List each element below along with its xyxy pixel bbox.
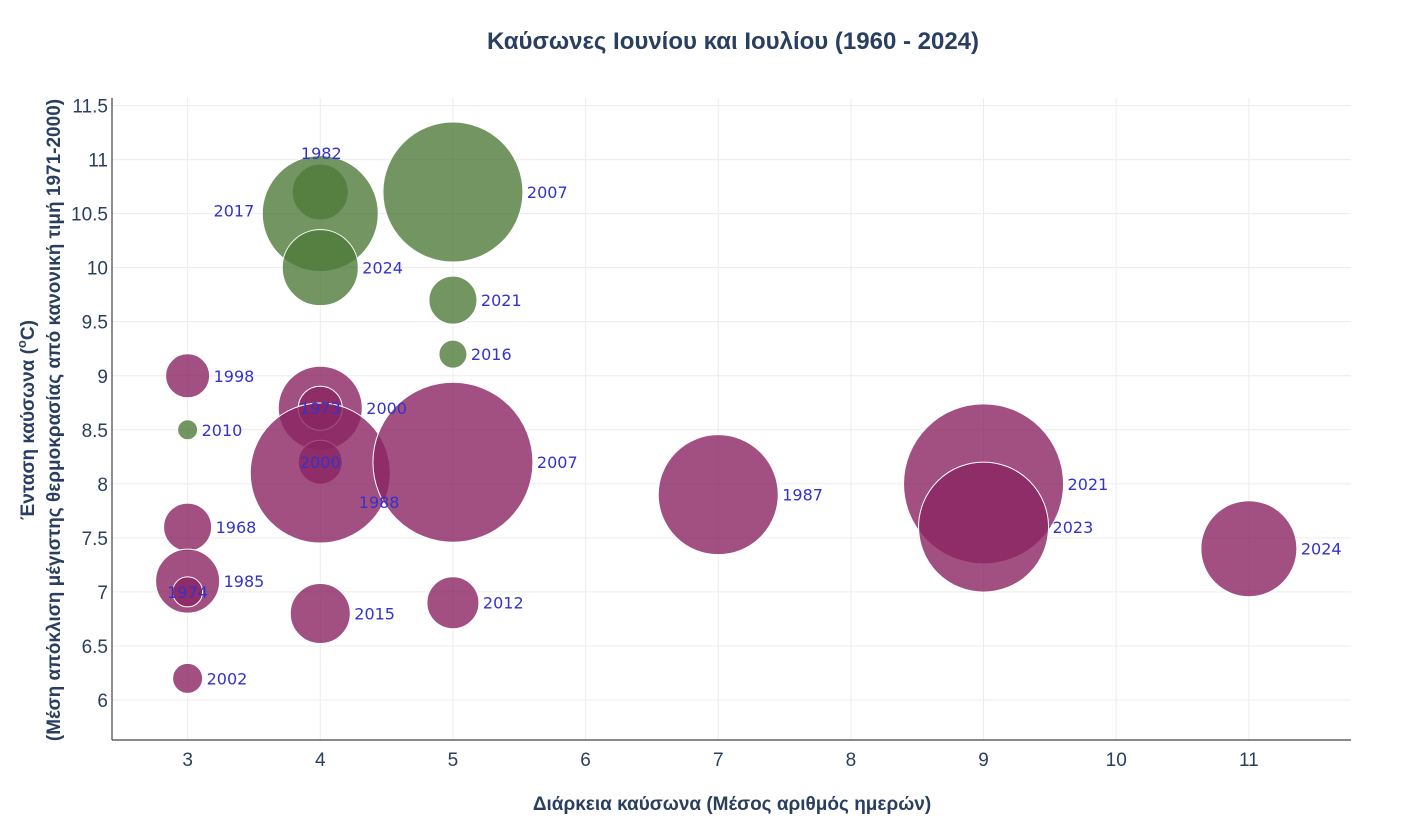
y-axis-title-line2: (Μέση απόκλιση μέγιστης θερμοκρασίας από… bbox=[44, 99, 65, 741]
y-tick-labels: 6 6.5 7 7.5 8 8.5 9 9.5 10 10.5 11 11.5 bbox=[71, 97, 108, 712]
y-axis-title-line2-group: (Μέση απόκλιση μέγιστης θερμοκρασίας από… bbox=[44, 99, 65, 741]
axes bbox=[111, 98, 1351, 741]
y-tick-label: 9 bbox=[97, 367, 108, 388]
x-tick-label: 10 bbox=[1106, 750, 1127, 771]
bubble-label: 2012 bbox=[483, 594, 524, 613]
chart-title: Καύσωνες Ιουνίου και Ιουλίου (1960 - 202… bbox=[487, 28, 979, 55]
bubble-label: 2016 bbox=[471, 345, 512, 364]
y-axis-title-line1-group: Ένταση καύσωνα (oC) bbox=[14, 320, 39, 520]
bubble-1974[interactable] bbox=[172, 576, 204, 608]
y-axis-title-degree: o bbox=[14, 340, 29, 348]
bubble-2021[interactable] bbox=[428, 275, 478, 325]
y-tick-label: 7.5 bbox=[82, 529, 108, 550]
y-tick-label: 11.5 bbox=[72, 97, 108, 118]
bubble-label: 2007 bbox=[537, 453, 578, 472]
bubble-2015[interactable] bbox=[289, 583, 351, 645]
bubble-2016[interactable] bbox=[438, 339, 468, 369]
bubble-2023[interactable] bbox=[918, 461, 1050, 593]
bubble-1968[interactable] bbox=[163, 502, 213, 552]
bubble-2024[interactable] bbox=[1200, 500, 1298, 598]
y-tick-label: 6.5 bbox=[82, 637, 108, 658]
bubble-1988[interactable] bbox=[249, 402, 391, 544]
bubble-2002[interactable] bbox=[172, 662, 204, 694]
x-tick-label: 7 bbox=[713, 750, 724, 771]
bubble-2024[interactable] bbox=[281, 229, 359, 307]
bubble-label: 1982 bbox=[301, 144, 342, 163]
y-tick-label: 8 bbox=[97, 475, 108, 496]
bubble-label: 2002 bbox=[207, 669, 248, 688]
bubble-label: 2010 bbox=[202, 421, 243, 440]
bubble-label: 1998 bbox=[214, 367, 255, 386]
bubble-1998[interactable] bbox=[165, 353, 211, 399]
bubble-label: 1974 bbox=[167, 583, 208, 602]
bubble-label: 1987 bbox=[782, 486, 823, 505]
x-axis-title: Διάρκεια καύσωνα (Μέσος αριθμός ημερών) bbox=[533, 794, 931, 815]
x-tick-label: 9 bbox=[978, 750, 989, 771]
bubble-2010[interactable] bbox=[177, 419, 199, 441]
x-tick-label: 8 bbox=[846, 750, 857, 771]
y-tick-label: 6 bbox=[97, 691, 108, 712]
x-tick-label: 3 bbox=[182, 750, 193, 771]
y-tick-label: 9.5 bbox=[82, 313, 108, 334]
bubbles bbox=[155, 121, 1298, 694]
y-axis-title-main: Ένταση καύσωνα ( bbox=[18, 347, 39, 520]
bubble-2012[interactable] bbox=[426, 576, 480, 630]
x-tick-label: 4 bbox=[315, 750, 326, 771]
bubble-label: 2024 bbox=[362, 259, 403, 278]
y-tick-label: 11 bbox=[88, 151, 108, 172]
x-tick-labels: 3 4 5 6 7 8 9 10 11 bbox=[182, 750, 1258, 771]
bubble-label: 2023 bbox=[1053, 518, 1094, 537]
bubble-label: 1985 bbox=[224, 572, 265, 591]
bubble-2007[interactable] bbox=[382, 121, 524, 263]
y-tick-label: 7 bbox=[97, 583, 108, 604]
bubble-label: 1973 bbox=[300, 399, 341, 418]
y-tick-label: 8.5 bbox=[82, 421, 108, 442]
bubble-label: 2000 bbox=[366, 399, 407, 418]
bubble-label: 2000 bbox=[300, 453, 341, 472]
y-axis-title-line1: Ένταση καύσωνα (oC) bbox=[14, 320, 39, 520]
bubble-label: 2021 bbox=[481, 291, 522, 310]
bubble-1987[interactable] bbox=[657, 434, 779, 556]
y-tick-label: 10.5 bbox=[71, 205, 108, 226]
bubble-label: 2007 bbox=[527, 183, 568, 202]
bubble-label: 1968 bbox=[216, 518, 257, 537]
y-tick-label: 10 bbox=[87, 259, 108, 280]
x-tick-label: 5 bbox=[448, 750, 459, 771]
x-tick-label: 11 bbox=[1239, 750, 1259, 771]
bubble-labels: 1982 2007 2017 2024 2021 2016 2010 1998 2000 1973… bbox=[167, 144, 1341, 688]
bubble-label: 2015 bbox=[354, 605, 395, 624]
bubble-label: 2017 bbox=[214, 202, 255, 221]
bubble-label: 2021 bbox=[1068, 475, 1109, 494]
bubble-2007[interactable] bbox=[372, 381, 534, 543]
bubble-label: 1988 bbox=[359, 493, 400, 512]
bubble-label: 2024 bbox=[1301, 540, 1342, 559]
y-axis-title-unit: C) bbox=[18, 320, 39, 340]
x-tick-label: 6 bbox=[580, 750, 591, 771]
